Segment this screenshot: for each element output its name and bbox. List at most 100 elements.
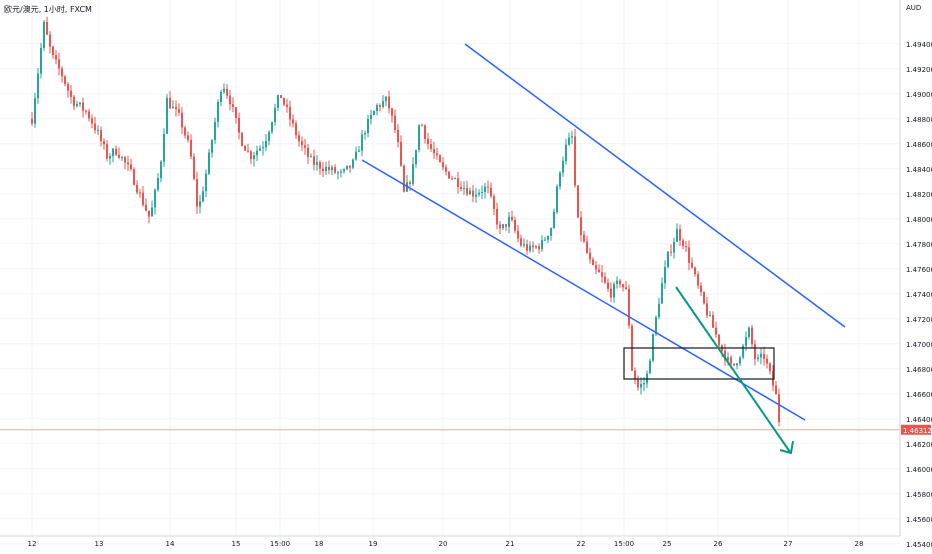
candle-body	[589, 252, 591, 260]
candle-body	[244, 145, 246, 151]
x-tick-label: 21	[506, 540, 515, 548]
lower-channel-line[interactable]	[361, 159, 806, 421]
y-tick-label: 1.47600	[906, 266, 932, 274]
candle-body	[334, 167, 336, 173]
candle-body	[301, 141, 303, 146]
candle-body	[52, 46, 54, 56]
upper-channel-line[interactable]	[464, 43, 846, 328]
candle-body	[535, 246, 537, 248]
last-price-label: 1.46312	[903, 427, 932, 435]
candle-body	[502, 224, 504, 229]
candle-body	[709, 315, 711, 317]
candle-body	[379, 105, 381, 107]
candle-body	[349, 165, 351, 168]
y-tick-label: 1.45600	[906, 516, 932, 524]
candle-body	[160, 161, 162, 179]
candle-body	[226, 88, 228, 96]
candle-body	[388, 96, 390, 109]
candle-body	[643, 383, 645, 385]
candle-body	[34, 98, 36, 124]
candle-body	[166, 97, 168, 134]
y-tick-label: 1.47800	[906, 241, 932, 249]
candle-body	[445, 167, 447, 172]
candle-body	[181, 112, 183, 128]
candle-body	[241, 132, 243, 146]
candle-body	[625, 287, 627, 290]
candle-body	[772, 371, 774, 386]
candle-body	[76, 104, 78, 107]
candle-body	[427, 138, 429, 145]
candle-body	[322, 168, 324, 172]
candle-body	[289, 107, 291, 120]
candle-body	[688, 247, 690, 263]
candle-body	[145, 204, 147, 211]
candle-body	[751, 327, 753, 345]
y-tick-label: 1.49400	[906, 41, 932, 49]
candle-body	[403, 165, 405, 192]
y-tick-label: 1.48800	[906, 116, 932, 124]
candle-body	[205, 173, 207, 192]
candle-body	[292, 119, 294, 124]
last-price-tag	[901, 424, 931, 435]
candle-body	[511, 216, 513, 221]
candle-body	[232, 104, 234, 108]
candle-body	[553, 211, 555, 229]
candle-body	[184, 127, 186, 136]
candle-body	[649, 360, 651, 374]
candle-body	[580, 217, 582, 235]
candle-body	[448, 171, 450, 179]
candle-body	[148, 210, 150, 217]
candle-body	[442, 162, 444, 168]
time-axis[interactable]: 12 13 14 15 15:00 18 19 20 21 22 15:00 25 26 27 28	[0, 535, 900, 548]
candle-body	[124, 157, 126, 163]
x-tick-label: 22	[577, 540, 586, 548]
candle-body	[682, 240, 684, 247]
candle-body	[40, 48, 42, 74]
y-tick-label: 1.45800	[906, 491, 932, 499]
down-arrow-head	[779, 440, 794, 455]
candle-body	[97, 130, 99, 132]
candle-body	[208, 152, 210, 174]
candle-body	[211, 140, 213, 153]
candle-body	[367, 119, 369, 134]
candle-body	[658, 303, 660, 318]
consolidation-box[interactable]	[623, 347, 775, 380]
candle-body	[256, 150, 258, 156]
candle-body	[637, 379, 639, 388]
x-tick-label: 18	[315, 540, 324, 548]
price-axis[interactable]: 1.45400 1.45600 1.45800 1.46000 1.46200 1.464…	[899, 0, 932, 550]
candle-body	[220, 91, 222, 103]
candle-body	[277, 95, 279, 108]
candle-body	[757, 357, 759, 359]
candle-body	[634, 370, 636, 380]
y-tick-label: 1.48200	[906, 191, 932, 199]
candle-body	[520, 238, 522, 246]
candle-body	[115, 148, 117, 155]
candle-body	[418, 125, 420, 150]
candle-body	[538, 246, 540, 250]
candle-body	[706, 303, 708, 316]
candles	[31, 16, 780, 427]
candle-body	[568, 137, 570, 145]
y-tick-label: 1.49200	[906, 66, 932, 74]
candle-body	[361, 134, 363, 151]
candle-body	[364, 133, 366, 135]
down-arrow-shaft[interactable]	[675, 286, 791, 453]
x-tick-label: 19	[369, 540, 378, 548]
candle-body	[268, 131, 270, 141]
candle-body	[271, 122, 273, 132]
y-tick-label: 1.48000	[906, 216, 932, 224]
candle-body	[121, 157, 123, 159]
candle-body	[82, 102, 84, 111]
x-tick-label: 15	[232, 540, 241, 548]
candle-body	[259, 148, 261, 151]
candle-body	[592, 259, 594, 266]
candle-body	[664, 267, 666, 284]
candle-body	[316, 162, 318, 165]
candle-body	[571, 136, 573, 138]
candle-body	[157, 178, 159, 190]
candle-body	[142, 192, 144, 205]
y-tick-label: 1.47200	[906, 316, 932, 324]
candle-body	[454, 178, 456, 180]
